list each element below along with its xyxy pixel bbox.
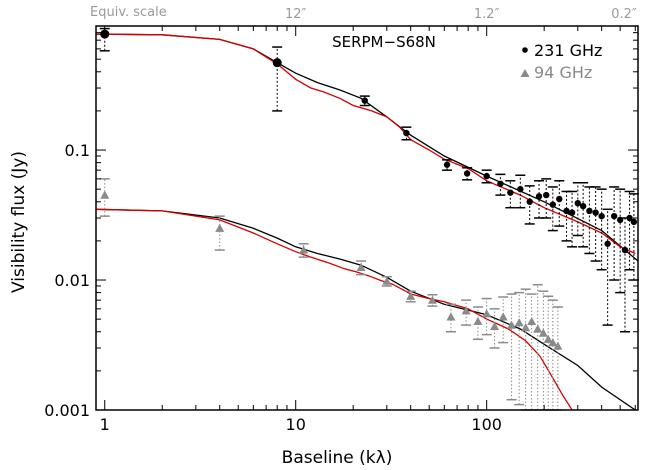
data-point	[482, 309, 492, 318]
y-tick-labels: 0.001 0.01 0.1	[44, 141, 90, 420]
x-tick-label: 1	[100, 415, 110, 434]
legend-marker-231ghz	[522, 47, 528, 53]
y-axis-label: Visibility flux (Jy)	[9, 151, 29, 293]
chart-title: SERPM−S68N	[332, 33, 436, 51]
data-markers	[100, 29, 638, 350]
data-point	[556, 195, 563, 203]
data-point	[616, 216, 624, 224]
data-point	[490, 321, 500, 330]
data-point	[443, 161, 451, 168]
data-point	[586, 207, 593, 215]
data-point	[517, 185, 524, 193]
x-tick-label: 100	[471, 415, 502, 434]
model-curve-2	[96, 208, 636, 410]
data-point	[543, 334, 553, 343]
data-point	[446, 312, 456, 321]
data-point	[299, 245, 309, 254]
x-axis-label: Baseline (kλ)	[282, 448, 393, 468]
top-axis-label: Equiv. scale	[90, 5, 167, 20]
data-point	[463, 170, 471, 177]
x-tick-labels: 1 10 100	[100, 415, 502, 434]
data-point	[507, 320, 517, 329]
data-point	[598, 212, 605, 220]
data-point	[538, 328, 548, 337]
data-point	[621, 246, 629, 254]
y-tick-label: 0.1	[65, 141, 90, 160]
y-tick-label: 0.01	[54, 271, 90, 290]
legend-label-94ghz: 94 GHz	[534, 63, 592, 82]
legend-marker-94ghz	[520, 69, 530, 77]
data-point	[100, 190, 110, 199]
model-curves	[96, 33, 638, 410]
y-tick-label: 0.001	[44, 401, 90, 420]
data-point	[574, 199, 581, 207]
data-point	[626, 214, 633, 222]
top-axis-tick-labels: 12″ 1.2″ 0.2″	[285, 7, 637, 22]
axis-ticks	[96, 25, 638, 411]
error-bars	[99, 27, 639, 411]
data-point	[483, 172, 490, 180]
legend: 231 GHz 94 GHz	[520, 41, 602, 82]
data-point	[473, 316, 483, 326]
data-point	[403, 129, 410, 137]
data-point	[521, 323, 531, 332]
top-tick-label: 1.2″	[474, 7, 500, 22]
data-point	[533, 324, 543, 333]
data-point	[535, 193, 543, 200]
data-point	[514, 318, 524, 327]
data-point	[507, 189, 514, 196]
legend-label-231ghz: 231 GHz	[534, 41, 602, 60]
data-point	[568, 209, 576, 216]
data-point	[563, 207, 570, 215]
top-tick-label: 12″	[285, 7, 307, 22]
data-point	[427, 295, 437, 304]
data-point	[497, 180, 504, 187]
model-curve-3	[96, 208, 573, 410]
data-point	[361, 97, 368, 104]
data-point	[604, 240, 611, 247]
data-point	[548, 338, 558, 347]
top-tick-label: 0.2″	[611, 7, 637, 22]
data-point	[553, 341, 563, 350]
data-point	[630, 218, 638, 226]
x-tick-label: 10	[286, 415, 306, 434]
data-point	[498, 312, 508, 321]
data-point	[527, 316, 537, 326]
data-point	[526, 198, 533, 205]
data-point	[382, 276, 392, 285]
data-point	[543, 191, 550, 199]
data-point	[406, 291, 416, 300]
data-point	[592, 209, 599, 216]
data-point	[610, 212, 618, 220]
data-point	[356, 262, 366, 272]
data-point	[579, 202, 587, 210]
data-point	[272, 58, 282, 68]
data-point	[215, 223, 225, 232]
data-point	[549, 201, 557, 208]
data-point	[461, 306, 471, 315]
